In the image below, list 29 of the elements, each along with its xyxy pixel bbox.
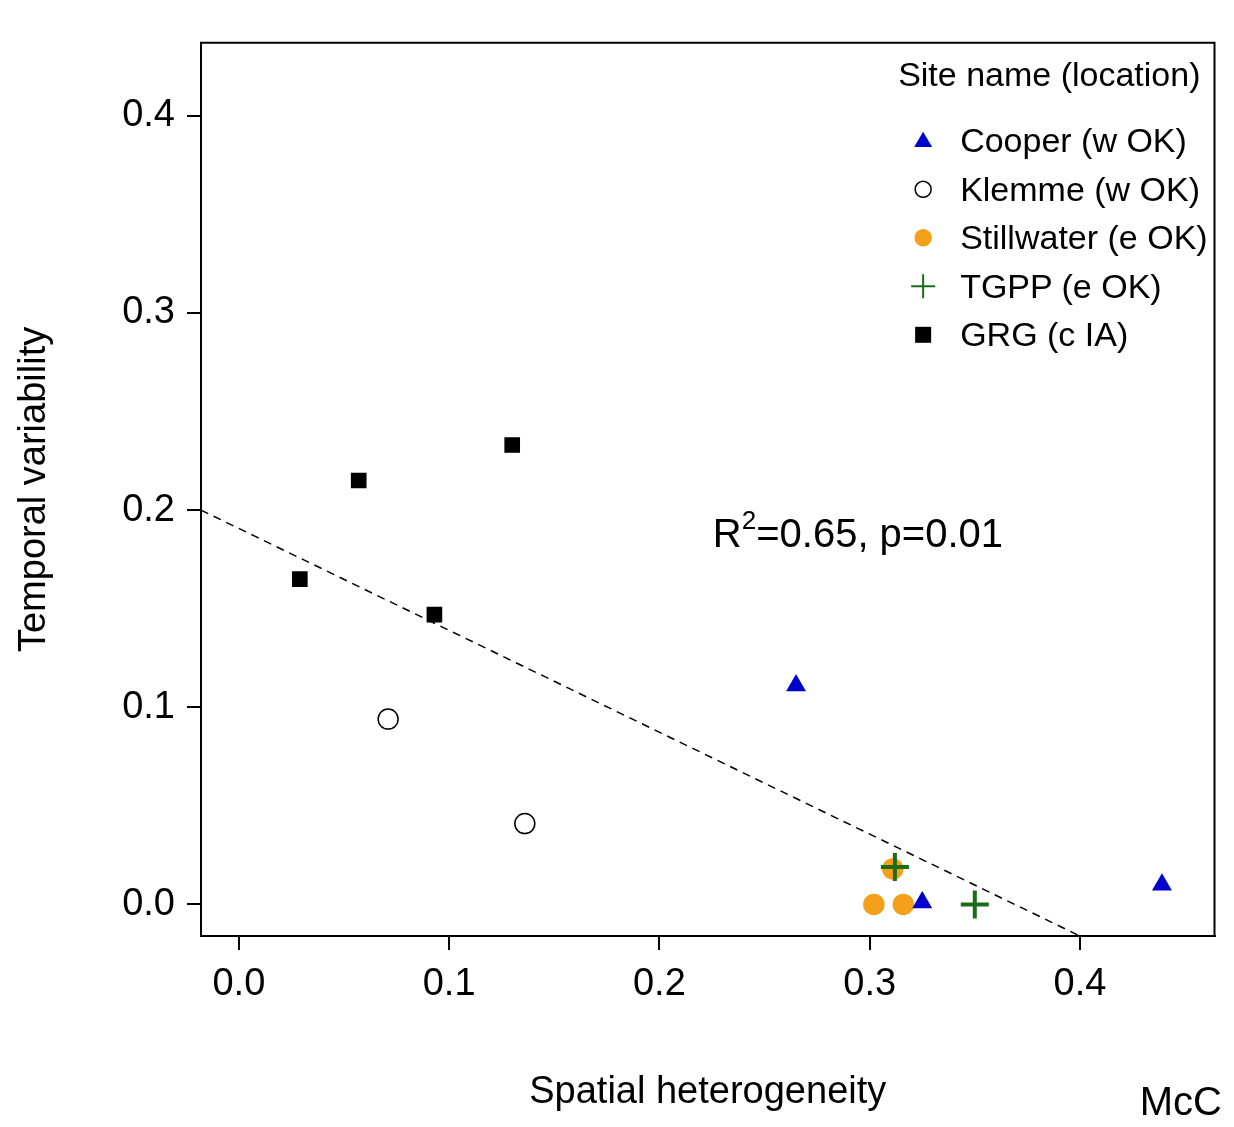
point <box>350 472 367 489</box>
y-tick-label: 0.2 <box>122 486 175 529</box>
x-tick-label: 0.3 <box>843 961 897 1004</box>
point <box>377 708 399 730</box>
y-axis-title: Temporal variability <box>11 326 54 653</box>
x-tick-label: 0.2 <box>632 961 686 1004</box>
y-tick-label: 0.3 <box>122 289 175 332</box>
point <box>960 890 989 919</box>
y-tick-label: 0.0 <box>122 880 175 923</box>
legend-title: Site name (location) <box>898 55 1201 94</box>
text: McC <box>1139 1079 1223 1123</box>
legend-label: Cooper (w OK) <box>960 121 1187 160</box>
point <box>863 893 885 916</box>
x-axis-title: Spatial heterogeneity <box>529 1068 887 1111</box>
point <box>514 812 536 835</box>
legend-label: Klemme (w OK) <box>960 169 1201 208</box>
x-tick-label: 0.1 <box>422 961 476 1004</box>
point <box>292 571 308 587</box>
x-tick-label: 0.0 <box>212 961 266 1004</box>
x-tick-label: 0.4 <box>1053 961 1107 1004</box>
point <box>880 852 909 881</box>
legend-label: GRG (c IA) <box>960 315 1129 354</box>
point <box>892 893 915 916</box>
legend-label: TGPP (e OK) <box>960 266 1162 305</box>
legend-label: Stillwater (e OK) <box>960 218 1208 257</box>
point <box>504 437 521 453</box>
y-tick-label: 0.1 <box>122 683 175 726</box>
y-tick-label: 0.4 <box>122 92 175 135</box>
point <box>426 606 443 623</box>
